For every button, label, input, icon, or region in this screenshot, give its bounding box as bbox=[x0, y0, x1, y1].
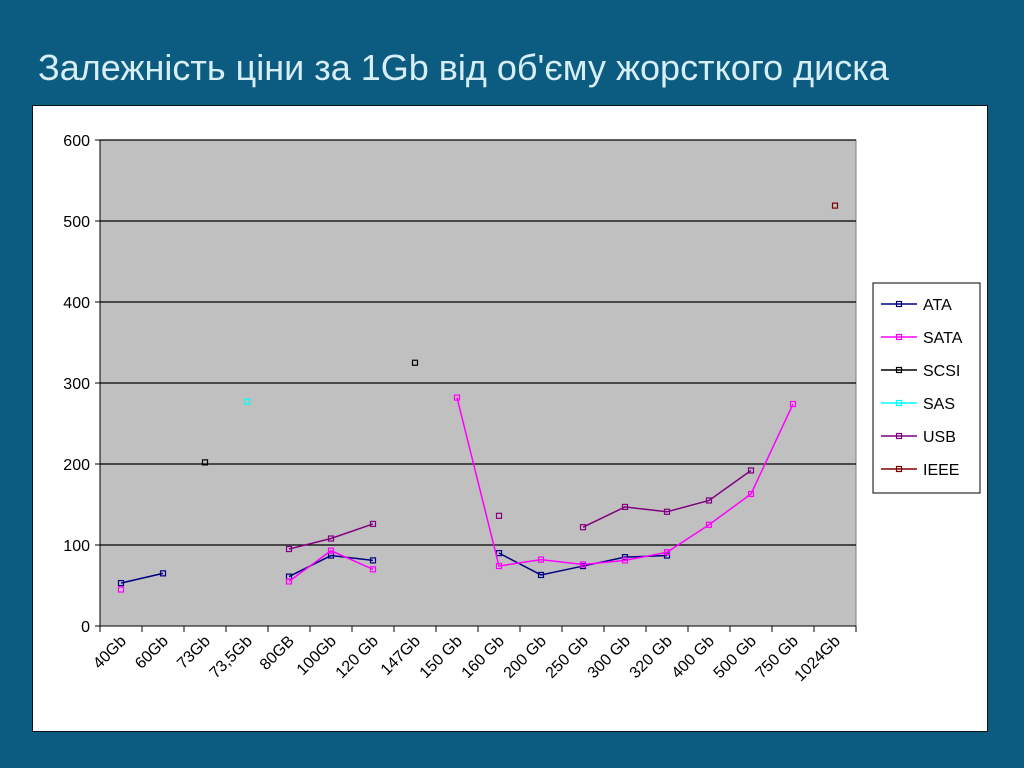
data-point-sata bbox=[621, 557, 629, 564]
x-tick-label: 80GB bbox=[257, 633, 298, 674]
data-point-sata bbox=[579, 561, 587, 568]
x-tick-label: 73Gb bbox=[174, 633, 214, 673]
y-tick-label: 400 bbox=[63, 295, 90, 312]
data-point-usb bbox=[285, 545, 293, 553]
x-tick-label: 300 Gb bbox=[585, 633, 634, 682]
data-point-usb bbox=[327, 535, 335, 542]
series-line-sata bbox=[288, 549, 374, 583]
series-line-ata bbox=[498, 552, 668, 576]
y-axis: 0 100 200 300 400 500 600 bbox=[63, 133, 101, 636]
legend-marker-sas bbox=[895, 399, 903, 407]
data-point-usb bbox=[663, 508, 671, 515]
data-point-sata bbox=[537, 556, 545, 563]
data-point-usb bbox=[495, 512, 503, 519]
legend-label-usb: USB bbox=[923, 429, 956, 446]
x-tick-label: 500 Gb bbox=[711, 633, 760, 682]
data-point-sata bbox=[789, 400, 797, 408]
legend-label-ieee: IEEE bbox=[923, 462, 959, 479]
legend-box bbox=[872, 282, 981, 494]
chart-frame: 0 100 200 300 400 500 600 40Gb 60Gb 73Gb 73,5Gb 80… bbox=[32, 105, 988, 732]
x-tick-label: 40Gb bbox=[90, 633, 130, 673]
y-tick-label: 100 bbox=[63, 538, 90, 555]
y-tick-label: 500 bbox=[63, 214, 90, 231]
data-point-ata bbox=[369, 557, 377, 564]
data-point-sata bbox=[285, 578, 293, 585]
x-tick-label: 200 Gb bbox=[501, 633, 550, 682]
series-line-ata bbox=[120, 572, 164, 584]
data-point-sata bbox=[747, 490, 755, 498]
legend-label-scsi: SCSI bbox=[923, 363, 960, 380]
data-point-sata bbox=[117, 586, 125, 593]
legend-marker-ieee bbox=[895, 465, 903, 473]
data-point-sata bbox=[705, 521, 713, 528]
legend-marker-sata bbox=[895, 333, 903, 341]
series-line-usb bbox=[288, 523, 374, 550]
x-tick-label: 147Gb bbox=[378, 633, 424, 679]
y-tick-label: 200 bbox=[63, 457, 90, 474]
data-point-scsi bbox=[411, 359, 419, 366]
x-tick-label: 60Gb bbox=[132, 633, 172, 673]
x-tick-label: 1024Gb bbox=[792, 633, 844, 685]
legend-marker-usb bbox=[895, 432, 903, 440]
data-point-ata bbox=[117, 579, 125, 587]
data-point-ieee bbox=[831, 202, 839, 209]
series-line-ata bbox=[288, 554, 374, 578]
data-point-sata bbox=[369, 566, 377, 573]
data-point-sas bbox=[243, 398, 251, 405]
x-tick-label: 400 Gb bbox=[669, 633, 718, 682]
data-point-ata bbox=[159, 570, 167, 577]
y-tick-label: 0 bbox=[81, 619, 90, 636]
data-point-usb bbox=[369, 520, 377, 528]
series-line-sata bbox=[456, 397, 794, 567]
x-tick-label: 73,5Gb bbox=[207, 633, 256, 682]
legend: ATA SATA SCSI SAS USB IEEE bbox=[872, 282, 981, 494]
data-point-usb bbox=[747, 467, 755, 474]
x-tick-label: 160 Gb bbox=[459, 633, 508, 682]
series-layer bbox=[117, 202, 839, 593]
data-point-ata bbox=[537, 571, 545, 579]
x-tick-label: 250 Gb bbox=[543, 633, 592, 682]
legend-label-sata: SATA bbox=[923, 330, 963, 347]
legend-marker-scsi bbox=[895, 366, 903, 374]
legend-label-sas: SAS bbox=[923, 396, 955, 413]
x-tick-label: 150 Gb bbox=[417, 633, 466, 682]
legend-label-ata: ATA bbox=[923, 297, 952, 314]
data-point-usb bbox=[579, 524, 587, 531]
x-tick-label: 100Gb bbox=[294, 633, 340, 679]
data-point-sata bbox=[495, 562, 503, 570]
data-point-scsi bbox=[201, 459, 209, 466]
legend-marker-ata bbox=[895, 300, 903, 308]
x-tick-label: 120 Gb bbox=[333, 633, 382, 682]
data-point-sata bbox=[453, 394, 461, 401]
data-point-sata bbox=[327, 547, 335, 554]
grid-lines bbox=[100, 139, 856, 546]
slide-title: Залежність ціни за 1Gb від об'єму жорстк… bbox=[38, 47, 889, 88]
data-point-sata bbox=[663, 549, 671, 556]
y-tick-label: 300 bbox=[63, 376, 90, 393]
data-point-usb bbox=[621, 503, 629, 511]
y-tick-label: 600 bbox=[63, 133, 90, 150]
series-line-usb bbox=[582, 469, 752, 528]
x-tick-label: 320 Gb bbox=[627, 633, 676, 682]
data-point-usb bbox=[705, 497, 713, 504]
